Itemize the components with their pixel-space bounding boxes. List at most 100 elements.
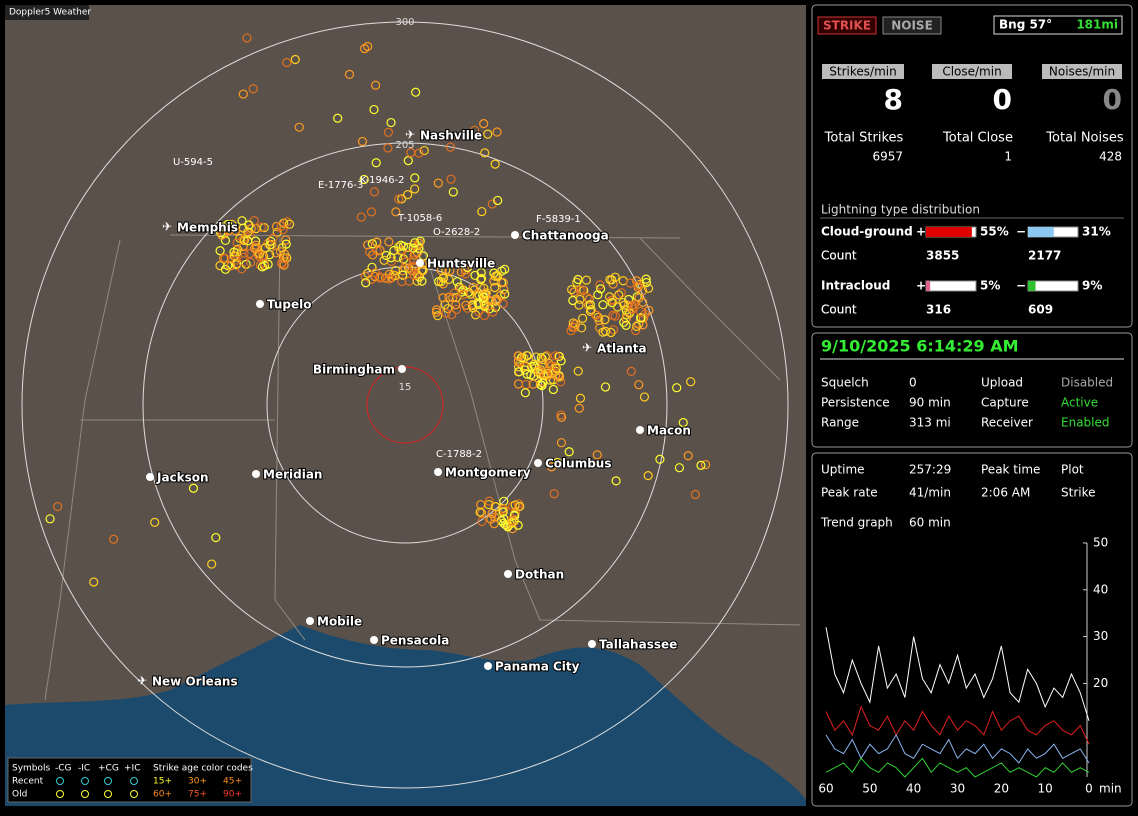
strike-symbol (245, 230, 255, 240)
datetime: 9/10/2025 6:14:29 AM (821, 337, 1019, 356)
strike-symbol (591, 310, 601, 320)
strike-symbol (441, 308, 451, 318)
strike-symbol (242, 33, 252, 43)
legend-label: Symbols (12, 764, 51, 774)
strike-symbol (632, 321, 642, 332)
strike-symbol (549, 489, 559, 499)
strike-symbol (500, 289, 510, 299)
strike-symbol (490, 159, 500, 169)
strike-symbol (486, 514, 496, 524)
strike-symbol (537, 380, 547, 391)
legend-row: Old (12, 790, 27, 800)
percent-label: 31% (1082, 225, 1111, 239)
strike-button[interactable] (817, 16, 877, 35)
strike-symbol (367, 239, 377, 249)
strike-symbol (543, 368, 553, 379)
storm-label: E-1776-3 (318, 180, 363, 191)
setting-value: 0 (909, 376, 917, 390)
strike-symbol (477, 273, 487, 283)
section-title: Lightning type distribution (821, 203, 980, 217)
strike-symbol (570, 322, 580, 332)
noise-button[interactable] (882, 16, 942, 35)
strike-symbol (403, 156, 413, 166)
strike-symbol (238, 89, 248, 99)
strike-symbol (538, 360, 548, 370)
legend-symbol-icon (81, 790, 89, 798)
strike-symbol (619, 300, 629, 310)
city-label: Atlanta (597, 342, 647, 356)
strike-symbol (514, 351, 524, 361)
x-tick-label: 10 (1038, 782, 1053, 796)
strike-symbol (626, 366, 636, 377)
strike-symbol (522, 351, 533, 361)
strike-symbol (586, 305, 596, 315)
strike-symbol (480, 290, 490, 300)
strike-symbol (672, 383, 682, 393)
strike-symbol (498, 507, 508, 517)
rate-label-box (1042, 64, 1122, 79)
strike-symbol (406, 147, 416, 158)
strike-symbol (256, 222, 267, 232)
strike-symbol (606, 327, 616, 338)
strike-symbol (357, 136, 368, 147)
strike-symbol (215, 246, 225, 256)
strike-symbol (490, 282, 500, 293)
city-dot (511, 231, 519, 239)
strike-symbol (575, 393, 586, 403)
city-label: Dothan (515, 568, 564, 582)
strike-symbol (700, 459, 711, 470)
legend-symbol-icon (130, 790, 138, 798)
strike-symbol (507, 517, 517, 527)
strike-symbol (498, 299, 508, 309)
strike-symbol (456, 284, 466, 294)
airport-icon: ✈ (582, 341, 592, 355)
strike-symbol (604, 292, 615, 302)
strike-symbol (384, 237, 394, 247)
legend-symbol-name: +CG (98, 764, 119, 774)
strike-symbol (477, 516, 487, 527)
strike-symbol (551, 363, 561, 373)
city-label: Tupelo (267, 298, 312, 312)
legend-symbol-name: -CG (55, 764, 72, 774)
strike-symbol (361, 278, 371, 288)
strike-symbol (686, 377, 696, 387)
strike-symbol (294, 122, 304, 132)
strike-symbol (690, 489, 700, 500)
total-label: Total Close (942, 131, 1013, 146)
strike-symbol (397, 194, 407, 204)
strike-symbol (45, 514, 55, 524)
strike-symbol (574, 403, 584, 413)
strike-symbol (550, 361, 560, 372)
city-dot (636, 426, 644, 434)
strike-symbol (403, 250, 413, 260)
strike-symbol (492, 127, 502, 137)
city-label: Tallahassee (599, 638, 677, 652)
setting-value: Enabled (1061, 416, 1110, 430)
strike-symbol (491, 501, 501, 512)
city-dot (370, 636, 378, 644)
rate-label: Strikes/min (829, 65, 896, 79)
strike-symbol (260, 243, 270, 253)
strike-symbol (622, 310, 632, 320)
strike-symbol (448, 187, 458, 197)
city-label: Birmingham (313, 363, 395, 377)
x-tick-label: 40 (906, 782, 921, 796)
percent-bar (926, 281, 931, 291)
range-label: 205 (395, 140, 414, 151)
strike-symbol (557, 412, 567, 422)
city-dot (306, 617, 314, 625)
strike-symbol (222, 220, 233, 230)
stat-value: 2:06 AM (981, 486, 1030, 500)
strike-symbol (568, 295, 578, 306)
setting-value: Disabled (1061, 376, 1113, 390)
strike-symbol (696, 460, 706, 470)
strike-symbol (266, 236, 276, 246)
strike-symbol (570, 319, 581, 329)
strike-symbol (634, 319, 644, 329)
x-unit: min (1099, 782, 1122, 796)
strike-symbol (150, 517, 160, 527)
count-value: 316 (926, 303, 951, 317)
strike-symbol (595, 280, 605, 290)
